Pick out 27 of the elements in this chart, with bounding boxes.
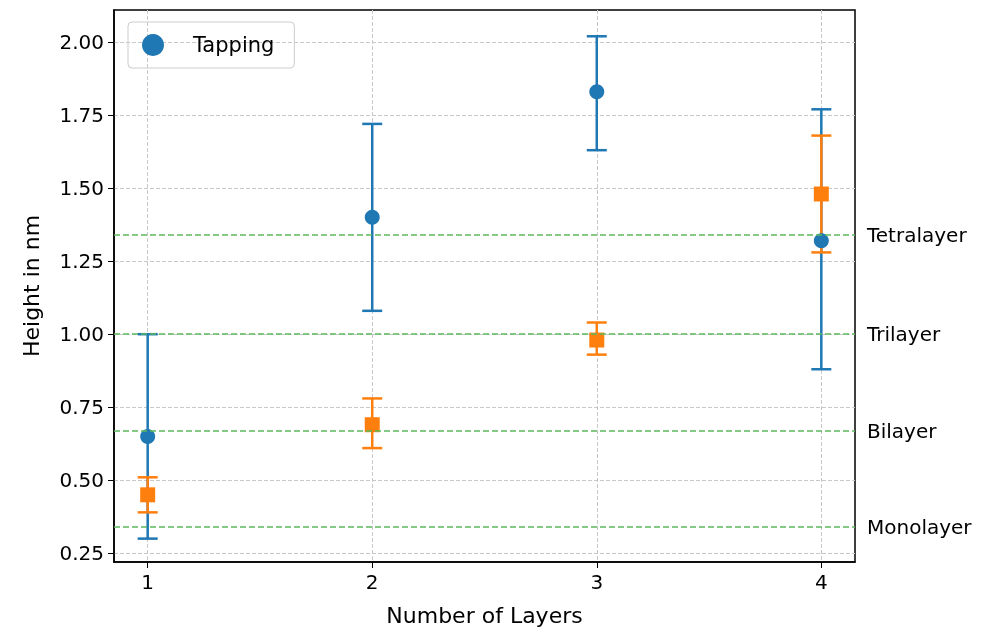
y-tick-label: 0.50 <box>59 468 104 493</box>
point <box>589 332 605 348</box>
x-tick-label: 1 <box>141 570 155 594</box>
ref-line-label: Bilayer <box>867 418 938 443</box>
ref-line-label: Monolayer <box>867 514 973 539</box>
y-tick-label: 1.50 <box>59 176 104 201</box>
point <box>813 233 829 249</box>
ref-line-label: Tetralayer <box>866 222 968 247</box>
x-axis-title: Number of Layers <box>386 602 583 628</box>
x-tick-label: 2 <box>365 570 379 594</box>
y-tick-label: 1.75 <box>59 103 104 128</box>
point <box>140 487 156 503</box>
y-tick-label: 0.75 <box>59 395 104 420</box>
ref-line-label: Trilayer <box>866 322 942 347</box>
y-tick-label: 1.00 <box>59 322 104 347</box>
x-tick-label: 3 <box>590 570 604 594</box>
point <box>364 417 380 433</box>
y-axis-title: Height in nm <box>18 214 44 358</box>
point <box>140 428 156 444</box>
x-tick-label: 4 <box>814 570 828 594</box>
y-tick-label: 2.00 <box>59 30 104 55</box>
point <box>589 84 605 100</box>
legend-label: Tapping <box>192 33 275 57</box>
y-tick-label: 1.25 <box>59 249 104 274</box>
y-tick-label: 0.25 <box>59 541 104 566</box>
point <box>813 186 829 202</box>
point <box>364 209 380 225</box>
